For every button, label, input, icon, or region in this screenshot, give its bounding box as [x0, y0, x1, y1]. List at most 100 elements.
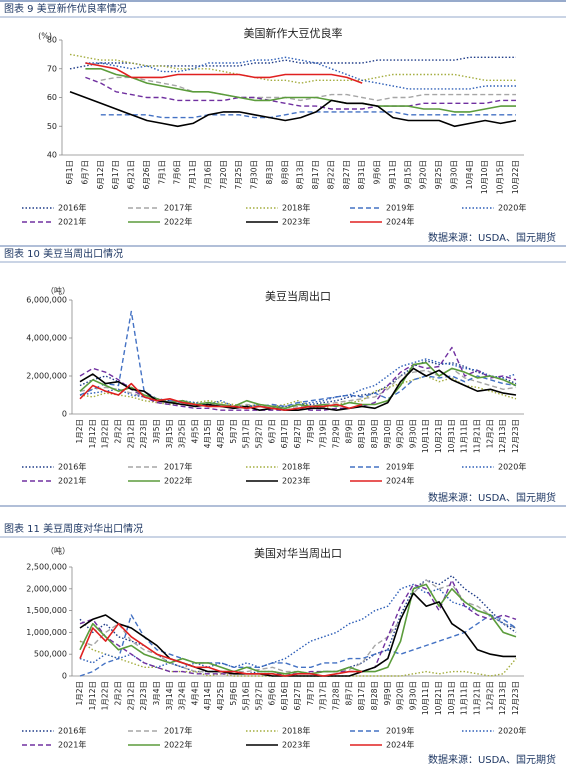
x-tick-label: 1月12日: [88, 419, 97, 448]
y-tick-label: 2,000,000: [26, 372, 67, 381]
caption: 图表 10 美豆当周出口情况: [4, 247, 123, 260]
x-tick-label: 3月24日: [178, 681, 187, 710]
x-tick-label: 8月17日: [311, 160, 320, 189]
x-tick-label: 8月28日: [370, 681, 379, 710]
unit-label: （吨）: [46, 286, 70, 296]
x-tick-label: 5月27日: [255, 419, 264, 448]
x-tick-label: 9月30日: [449, 160, 458, 189]
y-tick-label: 500,000: [34, 650, 67, 659]
legend-label: 2019年: [386, 462, 414, 472]
x-tick-label: 5月6日: [229, 681, 238, 706]
x-tick-label: 1月22日: [101, 419, 110, 448]
series-line: [79, 614, 517, 677]
series-line: [85, 68, 516, 113]
x-tick-label: 9月9日: [383, 681, 392, 706]
y-tick-label: 1,500,000: [26, 606, 67, 615]
x-tick-label: 10月10日: [480, 160, 489, 194]
series-line: [79, 583, 517, 675]
series-line: [85, 62, 363, 84]
x-tick-label: 5月27日: [255, 681, 264, 710]
x-tick-label: 2月2日: [113, 419, 122, 444]
x-tick-label: 3月5日: [152, 419, 161, 444]
x-tick-label: 1月2日: [75, 419, 84, 444]
x-tick-label: 6月17日: [280, 419, 289, 448]
legend-label: 2022年: [164, 217, 192, 227]
unit-label: （吨）: [46, 546, 70, 556]
x-tick-label: 1月2日: [75, 681, 84, 706]
x-tick-label: 4月4日: [190, 681, 199, 706]
y-tick-label: 4,000,000: [26, 334, 67, 343]
x-tick-label: 9月30日: [408, 681, 417, 710]
x-tick-label: 7月17日: [319, 681, 328, 710]
legend-label: 2022年: [164, 740, 192, 750]
x-tick-label: 3月15日: [165, 419, 174, 448]
x-tick-label: 9月20日: [419, 160, 428, 189]
x-tick-label: 6月17日: [111, 160, 120, 189]
series-line: [100, 111, 516, 119]
x-tick-label: 7月6日: [173, 160, 182, 185]
series-line: [69, 53, 516, 84]
series-line: [79, 592, 516, 677]
legend-label: 2016年: [58, 462, 86, 472]
x-tick-label: 7月11日: [188, 160, 197, 189]
legend-label: 2018年: [282, 462, 310, 472]
series-line: [79, 360, 517, 409]
series-line: [69, 56, 516, 70]
x-tick-label: 6月27日: [293, 681, 302, 710]
x-tick-label: 10月4日: [465, 160, 474, 189]
legend-label: 2021年: [58, 217, 86, 227]
x-tick-label: 10月21日: [434, 681, 443, 715]
x-tick-label: 2月23日: [139, 681, 148, 710]
chart-title: 美国新作大豆优良率: [244, 26, 343, 40]
x-tick-label: 8月13日: [296, 160, 305, 189]
x-tick-label: 5月17日: [242, 419, 251, 448]
legend-label: 2020年: [498, 203, 526, 213]
x-tick-label: 8月31日: [357, 160, 366, 189]
x-tick-label: 10月15日: [496, 160, 505, 194]
x-tick-label: 6月26日: [142, 160, 151, 189]
y-tick-label: 1,000,000: [26, 628, 67, 637]
x-tick-label: 10月22日: [511, 160, 520, 194]
x-tick-label: 8月7日: [344, 681, 353, 706]
x-tick-label: 10月11日: [421, 681, 430, 715]
x-tick-label: 9月30日: [408, 419, 417, 448]
x-tick-label: 10月31日: [447, 419, 456, 453]
x-tick-label: 2月12日: [126, 419, 135, 448]
series-line: [79, 346, 517, 411]
legend-label: 2019年: [386, 726, 414, 736]
series-line: [79, 640, 517, 677]
legend-label: 2020年: [498, 726, 526, 736]
x-tick-label: 8月19日: [357, 419, 366, 448]
legend-label: 2020年: [498, 462, 526, 472]
legend-label: 2018年: [282, 726, 310, 736]
y-tick-label: 2,500,000: [26, 563, 67, 572]
x-tick-label: 6月27日: [293, 419, 302, 448]
x-tick-label: 11月11日: [460, 681, 469, 715]
x-tick-label: 6月21日: [127, 160, 136, 189]
x-tick-label: 6月16日: [280, 681, 289, 710]
source: 数据来源：USDA、国元期货: [428, 753, 556, 766]
legend-label: 2022年: [164, 476, 192, 486]
y-tick-label: 6,000,000: [26, 296, 67, 305]
x-tick-label: 7月7日: [306, 681, 315, 706]
x-tick-label: 10月31日: [447, 681, 456, 715]
x-tick-label: 8月8日: [280, 160, 289, 185]
x-tick-label: 9月25日: [434, 160, 443, 189]
x-tick-label: 6月6日: [267, 681, 276, 706]
x-tick-label: 10月11日: [421, 419, 430, 453]
legend-label: 2023年: [282, 217, 310, 227]
series-line: [79, 579, 517, 675]
legend-label: 2023年: [282, 476, 310, 486]
x-tick-label: 8月22日: [326, 160, 335, 189]
source: 数据来源：USDA、国元期货: [428, 231, 556, 244]
legend-label: 2024年: [386, 740, 414, 750]
y-tick-label: 0: [62, 410, 67, 419]
series-line: [69, 91, 517, 128]
caption: 图表 11 美豆周度对华出口情况: [4, 522, 143, 535]
legend-label: 2023年: [282, 740, 310, 750]
series-line: [79, 382, 363, 411]
legend-label: 2016年: [58, 726, 86, 736]
x-tick-label: 9月20日: [396, 419, 405, 448]
x-tick-label: 3月25日: [178, 419, 187, 448]
